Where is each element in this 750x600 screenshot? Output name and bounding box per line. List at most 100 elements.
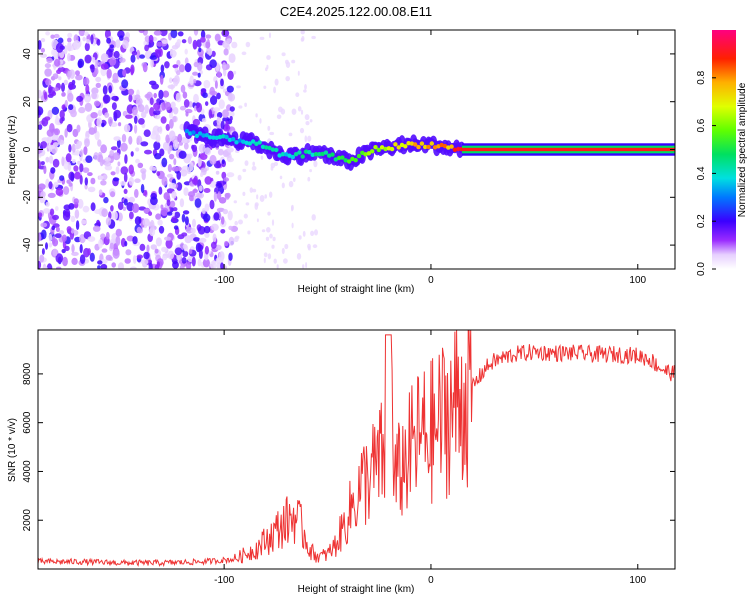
- heatmap-noise-cell: [134, 178, 141, 183]
- snr-frame: [37, 329, 676, 570]
- heatmap-noise-cell: [70, 228, 75, 234]
- heatmap-noise-cell: [152, 125, 161, 135]
- heatmap-signal-core: [429, 141, 434, 146]
- colorbar-tick-label: 0.0: [696, 262, 707, 276]
- heatmap-noise-cell: [110, 205, 114, 212]
- heatmap-noise-cell: [53, 128, 61, 136]
- heatmap-noise-cell: [161, 255, 167, 261]
- heatmap-noise-cell: [148, 262, 153, 269]
- heatmap-noise-cell: [209, 90, 218, 96]
- heatmap-noise-cell: [51, 91, 57, 96]
- heatmap-noise-cell: [278, 106, 283, 113]
- heatmap-noise-cell: [108, 85, 112, 94]
- heatmap-noise-cell: [271, 244, 275, 249]
- heatmap-noise-cell: [259, 195, 265, 202]
- heatmap-noise-cell: [61, 82, 65, 93]
- heatmap-noise-cell: [148, 34, 154, 44]
- heatmap-noise-cell: [265, 67, 268, 72]
- heatmap-signal-core: [300, 154, 305, 159]
- heatmap-noise-cell: [46, 57, 53, 63]
- heatmap-noise-cell: [79, 163, 84, 173]
- heatmap-signal-core: [267, 145, 272, 151]
- heatmap-noise-cell: [63, 79, 68, 86]
- heatmap-signal-core: [370, 149, 375, 154]
- heatmap-noise-cell: [200, 167, 208, 173]
- heatmap-noise-cell: [54, 58, 61, 67]
- heatmap-signal-core: [284, 152, 289, 157]
- heatmap-noise-cell: [171, 216, 178, 223]
- heatmap-noise-cell: [213, 191, 217, 202]
- heatmap-signal-core: [383, 146, 388, 152]
- heatmap-noise-cell: [51, 49, 57, 56]
- heatmap-noise-cell: [158, 225, 165, 234]
- heatmap-x-tick-label: -100: [214, 275, 234, 286]
- heatmap-noise-cell: [43, 91, 48, 101]
- colorbar-label: Normalized spectral amplitude: [737, 82, 748, 217]
- heatmap-noise-cell: [67, 41, 72, 52]
- heatmap-noise-cell: [115, 235, 121, 246]
- heatmap-noise-cell: [149, 97, 154, 105]
- heatmap-noise-cell: [87, 248, 91, 256]
- heatmap-noise-cell: [233, 200, 237, 204]
- heatmap-noise-cell: [74, 171, 81, 180]
- heatmap-noise-cell: [157, 219, 163, 226]
- heatmap-noise-cell: [97, 139, 102, 147]
- heatmap-noise-cell: [309, 119, 313, 123]
- heatmap-noise-cell: [216, 116, 221, 126]
- heatmap-noise-cell: [173, 107, 179, 115]
- heatmap-x-label: Height of straight line (km): [298, 284, 415, 295]
- heatmap-noise-cell: [193, 30, 199, 36]
- heatmap-noise-cell: [40, 161, 45, 166]
- heatmap-noise-cell: [191, 227, 196, 234]
- heatmap-noise-cell: [300, 30, 305, 35]
- heatmap-noise-cell: [72, 159, 76, 164]
- heatmap-noise-cell: [158, 89, 164, 100]
- heatmap-signal-core: [343, 158, 348, 163]
- heatmap-signal-core: [221, 134, 226, 139]
- heatmap-noise-cell: [72, 128, 79, 138]
- heatmap-noise-cell: [100, 63, 109, 70]
- snr-y-ticks: 2000 4000 6000 8000: [22, 362, 675, 531]
- heatmap-noise-cell: [84, 138, 90, 148]
- heatmap-noise-cell: [40, 53, 47, 58]
- heatmap-noise-cell: [61, 156, 65, 167]
- heatmap-signal-core: [439, 142, 444, 148]
- heatmap-y-tick-label: 40: [22, 48, 33, 60]
- snr-y-tick-label: 8000: [22, 362, 33, 385]
- heatmap-noise-cell: [200, 36, 206, 43]
- heatmap-noise-cell: [221, 30, 230, 37]
- heatmap-noise-cell: [71, 79, 76, 85]
- heatmap-signal-core: [393, 142, 398, 147]
- heatmap-noise-cell: [218, 99, 225, 110]
- heatmap-noise-cell: [40, 141, 48, 149]
- heatmap-noise-cell: [113, 211, 118, 220]
- heatmap-noise-cell: [144, 149, 152, 155]
- heatmap-noise-cell: [182, 250, 189, 258]
- heatmap-noise-cell: [169, 200, 176, 208]
- heatmap-noise-cell: [223, 48, 229, 56]
- heatmap-noise-cell: [210, 241, 217, 249]
- heatmap-signal-core: [264, 145, 269, 150]
- heatmap-signal-core: [254, 141, 259, 146]
- heatmap-noise-cell: [192, 39, 198, 50]
- heatmap-noise-cell: [100, 263, 108, 269]
- heatmap-noise-cell: [52, 87, 60, 92]
- heatmap-noise-cell: [295, 92, 300, 97]
- heatmap-noise-cell: [59, 109, 65, 119]
- heatmap-noise-cell: [128, 94, 133, 103]
- heatmap-noise-cell: [154, 153, 162, 160]
- heatmap-noise-cell: [146, 244, 150, 253]
- heatmap-noise-cell: [220, 262, 224, 269]
- snr-x-tick-label: 100: [629, 575, 646, 586]
- heatmap-noise-cell: [49, 208, 55, 216]
- heatmap-noise-cell: [220, 78, 224, 87]
- heatmap-noise-cell: [180, 84, 186, 93]
- snr-x-label: Height of straight line (km): [298, 584, 415, 595]
- heatmap-noise-cell: [55, 114, 59, 122]
- heatmap-noise-cell: [58, 76, 62, 81]
- heatmap-signal-core: [449, 144, 454, 149]
- heatmap-signal-core: [396, 145, 401, 150]
- heatmap-noise-cell: [203, 213, 211, 222]
- heatmap-noise-cell: [132, 255, 137, 264]
- heatmap-noise-cell: [161, 176, 168, 187]
